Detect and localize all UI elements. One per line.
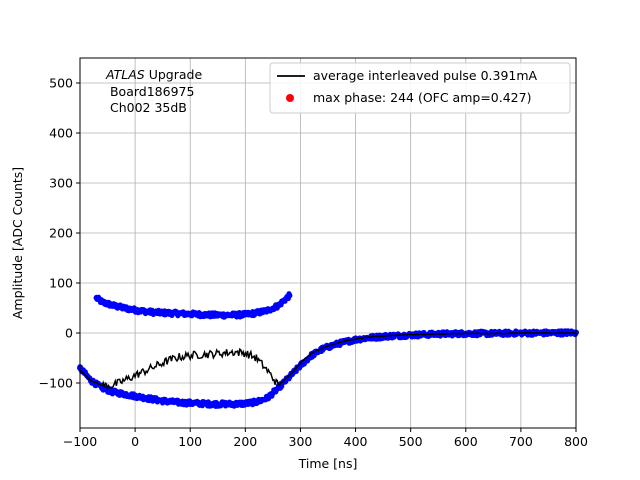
sample-point <box>132 307 139 313</box>
annotation: ATLAS Upgrade Board186975 Ch002 35dB <box>105 67 202 115</box>
x-tick-label: 200 <box>233 434 257 449</box>
y-tick-label: 300 <box>49 176 73 191</box>
sample-point <box>176 399 183 406</box>
y-tick-label: 0 <box>65 326 73 341</box>
sample-point <box>110 302 117 309</box>
sample-point <box>275 302 282 309</box>
sample-point <box>110 389 117 395</box>
x-tick-label: −100 <box>63 434 97 449</box>
plot-area <box>80 58 576 428</box>
sample-point <box>407 332 414 338</box>
x-tick-label: 0 <box>131 434 139 449</box>
annotation-line-1: ATLAS Upgrade <box>105 67 202 82</box>
sample-point <box>253 399 260 405</box>
y-axis-label: Amplitude [ADC Counts] <box>10 167 25 319</box>
sample-point <box>209 401 216 407</box>
x-tick-label: 300 <box>289 434 313 449</box>
x-tick-label: 100 <box>178 434 202 449</box>
sample-point <box>231 401 238 407</box>
sample-point <box>220 401 227 407</box>
sample-point <box>187 400 194 406</box>
ticks: −100 0 100 200 300 400 500 600 700 800 −100 0 100 200… <box>39 76 588 450</box>
plot-frame <box>79 57 577 429</box>
y-tick-label: 200 <box>49 226 73 241</box>
legend-box <box>269 62 571 114</box>
sample-point <box>154 397 161 403</box>
sample-point <box>143 308 150 315</box>
y-tick-label: 100 <box>49 276 73 291</box>
sample-point <box>209 312 216 318</box>
x-tick-label: 400 <box>344 434 368 449</box>
x-axis-label: Time [ns] <box>298 456 358 471</box>
y-tick-label: 500 <box>49 76 73 91</box>
sample-point <box>264 307 271 314</box>
x-tick-label: 500 <box>399 434 423 449</box>
sample-points <box>93 291 293 320</box>
legend-line-label: average interleaved pulse 0.391mA <box>313 68 538 83</box>
data-layer <box>77 291 579 409</box>
sample-point <box>176 310 183 317</box>
sample-point <box>99 299 106 305</box>
sample-point <box>93 295 100 301</box>
sample-point <box>121 391 128 397</box>
legend-marker-label: max phase: 244 (OFC amp=0.427) <box>313 90 531 105</box>
sample-point <box>286 374 293 380</box>
sample-point <box>286 292 293 299</box>
sample-point <box>143 395 150 401</box>
sample-point <box>165 398 172 405</box>
sample-point <box>242 311 249 318</box>
sample-point <box>121 305 128 311</box>
sample-point <box>297 362 304 369</box>
sample-point <box>198 400 205 407</box>
x-tick-label: 600 <box>454 434 478 449</box>
x-tick-label: 800 <box>564 434 588 449</box>
sample-point <box>264 395 271 401</box>
sample-point <box>165 310 172 316</box>
average-pulse-line <box>79 331 577 392</box>
sample-point <box>275 385 282 391</box>
sample-point <box>132 393 139 399</box>
annotation-line-2: Board186975 <box>106 84 194 99</box>
sample-point <box>220 312 227 318</box>
sample-point <box>231 312 238 318</box>
legend: average interleaved pulse 0.391mA max ph… <box>269 62 571 114</box>
y-tick-label: −100 <box>39 376 73 391</box>
legend-marker-swatch <box>286 94 294 102</box>
annotation-line-3: Ch002 35dB <box>106 100 187 115</box>
x-tick-label: 700 <box>509 434 533 449</box>
y-tick-label: 400 <box>49 126 73 141</box>
sample-point <box>154 309 161 316</box>
sample-point <box>253 310 260 316</box>
sample-point <box>242 400 249 407</box>
sample-point <box>198 311 205 318</box>
sample-point <box>187 311 194 317</box>
